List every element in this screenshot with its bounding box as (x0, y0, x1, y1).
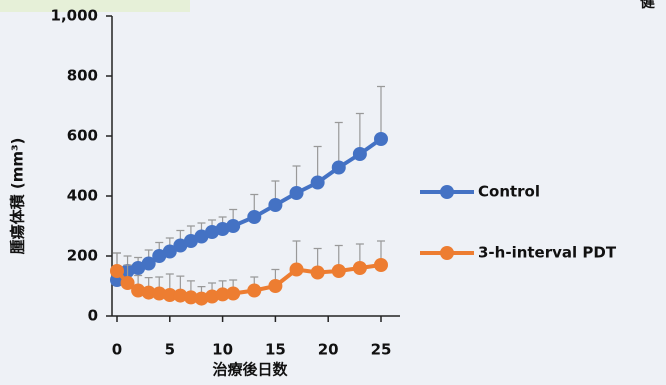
data-point (374, 258, 388, 272)
y-tick-label: 1,000 (51, 7, 98, 25)
data-point (332, 264, 346, 278)
data-point (290, 186, 304, 200)
data-point (268, 198, 282, 212)
data-point (268, 279, 282, 293)
legend-marker (440, 185, 454, 199)
data-point (311, 266, 325, 280)
x-tick-label: 15 (265, 341, 286, 359)
legend-label: 3-h-interval PDT (478, 244, 617, 262)
y-axis-label: 腫瘍体積 (mm³) (9, 138, 27, 255)
data-point (311, 176, 325, 190)
x-tick-label: 5 (165, 341, 175, 359)
x-tick-label: 20 (318, 341, 339, 359)
legend-marker (440, 246, 454, 260)
data-point (247, 284, 261, 298)
data-point (374, 132, 388, 146)
data-point (226, 219, 240, 233)
y-tick-label: 200 (67, 247, 98, 265)
y-tick-label: 800 (67, 67, 98, 85)
data-point (353, 147, 367, 161)
data-point (290, 263, 304, 277)
x-tick-label: 10 (212, 341, 233, 359)
chart: 健 腫瘍体積 (mm³) 治療後日数 0 200 400 600 800 1,000 0 5 1… (0, 0, 666, 385)
error-bar (377, 87, 385, 140)
y-tick-label: 600 (67, 127, 98, 145)
data-point (332, 161, 346, 175)
legend-label: Control (478, 183, 540, 201)
x-tick-label: 0 (112, 341, 122, 359)
data-point (353, 261, 367, 275)
corner-text: 健 (640, 0, 655, 11)
data-point (226, 287, 240, 301)
y-tick-label: 400 (67, 187, 98, 205)
x-axis-label: 治療後日数 (212, 361, 288, 379)
data-point (247, 210, 261, 224)
x-tick-label: 25 (371, 341, 392, 359)
y-tick-label: 0 (88, 307, 98, 325)
data-point (110, 264, 124, 278)
